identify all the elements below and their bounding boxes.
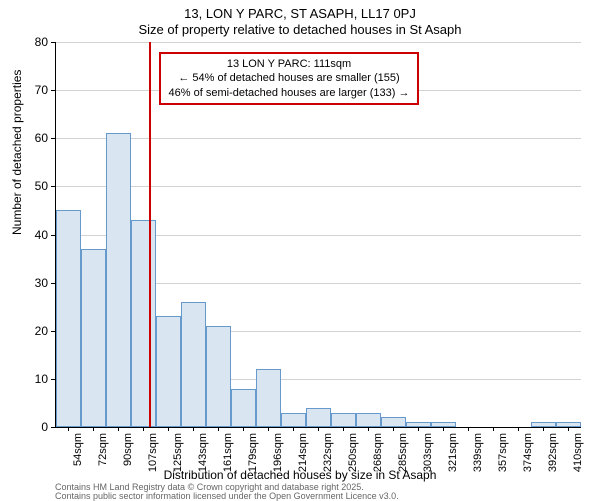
annotation-box: 13 LON Y PARC: 111sqm← 54% of detached h… — [159, 52, 420, 105]
histogram-bar — [406, 422, 431, 427]
x-tick-mark — [468, 427, 469, 431]
y-tick-mark — [51, 331, 55, 332]
x-tick-mark — [318, 427, 319, 431]
x-tick-label: 374sqm — [522, 433, 534, 483]
gridline — [56, 186, 581, 187]
x-tick-label: 357sqm — [497, 433, 509, 483]
histogram-bar — [81, 249, 106, 427]
chart-title-main: 13, LON Y PARC, ST ASAPH, LL17 0PJ — [0, 6, 600, 21]
x-tick-label: 125sqm — [172, 433, 184, 483]
x-tick-mark — [168, 427, 169, 431]
histogram-bar — [156, 316, 181, 427]
histogram-bar — [106, 133, 131, 427]
annotation-line1: 13 LON Y PARC: 111sqm — [169, 57, 410, 71]
plot-area: 13 LON Y PARC: 111sqm← 54% of detached h… — [55, 42, 581, 428]
x-tick-label: 107sqm — [147, 433, 159, 483]
x-tick-mark — [518, 427, 519, 431]
histogram-bar — [356, 413, 381, 427]
footer-text: Contains HM Land Registry data © Crown c… — [55, 483, 399, 501]
x-tick-mark — [343, 427, 344, 431]
chart-container: 13, LON Y PARC, ST ASAPH, LL17 0PJ Size … — [0, 0, 600, 500]
x-tick-mark — [93, 427, 94, 431]
y-tick-label: 40 — [8, 228, 48, 242]
histogram-bar — [531, 422, 556, 427]
histogram-bar — [256, 369, 281, 427]
chart-title-sub: Size of property relative to detached ho… — [0, 22, 600, 37]
histogram-bar — [331, 413, 356, 427]
x-tick-mark — [293, 427, 294, 431]
x-tick-mark — [193, 427, 194, 431]
y-tick-mark — [51, 90, 55, 91]
x-tick-mark — [543, 427, 544, 431]
x-tick-mark — [568, 427, 569, 431]
y-tick-label: 20 — [8, 324, 48, 338]
y-tick-mark — [51, 138, 55, 139]
y-tick-label: 30 — [8, 276, 48, 290]
x-tick-mark — [418, 427, 419, 431]
x-tick-label: 196sqm — [272, 433, 284, 483]
x-tick-label: 90sqm — [122, 433, 134, 483]
histogram-bar — [431, 422, 456, 427]
y-tick-mark — [51, 283, 55, 284]
histogram-bar — [56, 210, 81, 427]
x-tick-label: 232sqm — [322, 433, 334, 483]
y-tick-label: 70 — [8, 83, 48, 97]
y-tick-label: 50 — [8, 179, 48, 193]
y-tick-mark — [51, 427, 55, 428]
y-tick-mark — [51, 379, 55, 380]
histogram-bar — [181, 302, 206, 427]
annotation-line3: 46% of semi-detached houses are larger (… — [169, 86, 410, 100]
histogram-bar — [206, 326, 231, 427]
histogram-bar — [131, 220, 156, 427]
annotation-line2: ← 54% of detached houses are smaller (15… — [169, 71, 410, 85]
x-tick-label: 339sqm — [472, 433, 484, 483]
histogram-bar — [281, 413, 306, 427]
x-tick-mark — [443, 427, 444, 431]
x-tick-label: 250sqm — [347, 433, 359, 483]
histogram-bar — [381, 417, 406, 427]
x-tick-mark — [268, 427, 269, 431]
x-tick-mark — [393, 427, 394, 431]
x-tick-mark — [368, 427, 369, 431]
x-tick-label: 321sqm — [447, 433, 459, 483]
x-tick-mark — [493, 427, 494, 431]
x-tick-label: 410sqm — [572, 433, 584, 483]
x-tick-mark — [218, 427, 219, 431]
x-tick-label: 214sqm — [297, 433, 309, 483]
x-tick-mark — [68, 427, 69, 431]
gridline — [56, 42, 581, 43]
reference-line — [149, 42, 151, 427]
x-tick-label: 179sqm — [247, 433, 259, 483]
x-tick-label: 392sqm — [547, 433, 559, 483]
y-tick-label: 0 — [8, 420, 48, 434]
x-tick-mark — [118, 427, 119, 431]
y-tick-label: 60 — [8, 131, 48, 145]
x-tick-label: 161sqm — [222, 433, 234, 483]
histogram-bar — [231, 389, 256, 428]
x-tick-label: 143sqm — [197, 433, 209, 483]
y-tick-label: 80 — [8, 35, 48, 49]
histogram-bar — [306, 408, 331, 427]
x-tick-label: 285sqm — [397, 433, 409, 483]
y-tick-label: 10 — [8, 372, 48, 386]
x-tick-label: 54sqm — [72, 433, 84, 483]
y-tick-mark — [51, 42, 55, 43]
x-tick-label: 268sqm — [372, 433, 384, 483]
gridline — [56, 138, 581, 139]
x-tick-label: 303sqm — [422, 433, 434, 483]
x-tick-mark — [243, 427, 244, 431]
y-tick-mark — [51, 186, 55, 187]
histogram-bar — [556, 422, 581, 427]
x-tick-mark — [143, 427, 144, 431]
x-tick-label: 72sqm — [97, 433, 109, 483]
y-tick-mark — [51, 235, 55, 236]
